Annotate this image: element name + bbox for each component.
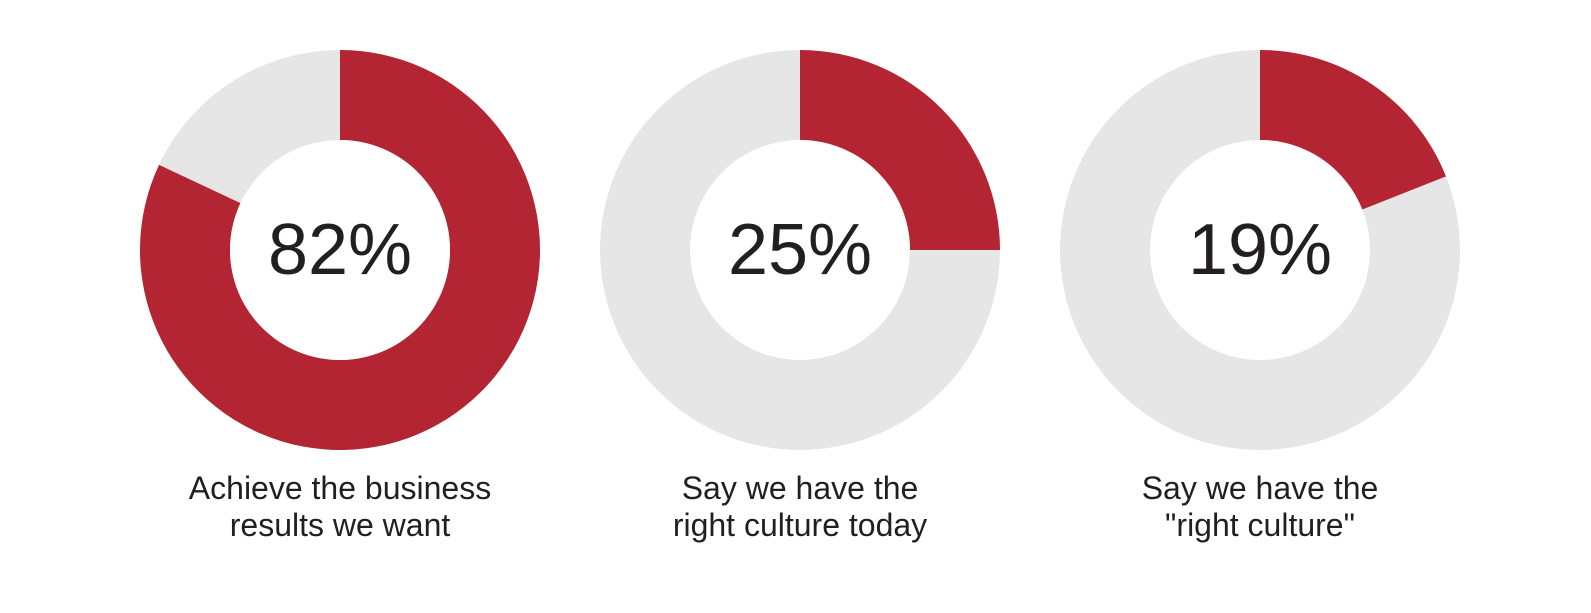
- donut-2-caption: Say we have the "right culture": [1050, 470, 1470, 544]
- donut-0: 82% Achieve the business results we want: [130, 40, 550, 544]
- donut-1-chart: 25%: [590, 40, 1010, 460]
- donut-0-chart: 82%: [130, 40, 550, 460]
- donut-1: 25% Say we have the right culture today: [590, 40, 1010, 544]
- donut-0-pct: 82%: [268, 214, 412, 286]
- donut-2: 19% Say we have the "right culture": [1050, 40, 1470, 544]
- donut-1-caption: Say we have the right culture today: [590, 470, 1010, 544]
- donut-0-caption: Achieve the business results we want: [130, 470, 550, 544]
- donut-2-pct: 19%: [1188, 214, 1332, 286]
- donut-2-chart: 19%: [1050, 40, 1470, 460]
- donut-1-pct: 25%: [728, 214, 872, 286]
- infographic-stage: 82% Achieve the business results we want…: [0, 0, 1591, 613]
